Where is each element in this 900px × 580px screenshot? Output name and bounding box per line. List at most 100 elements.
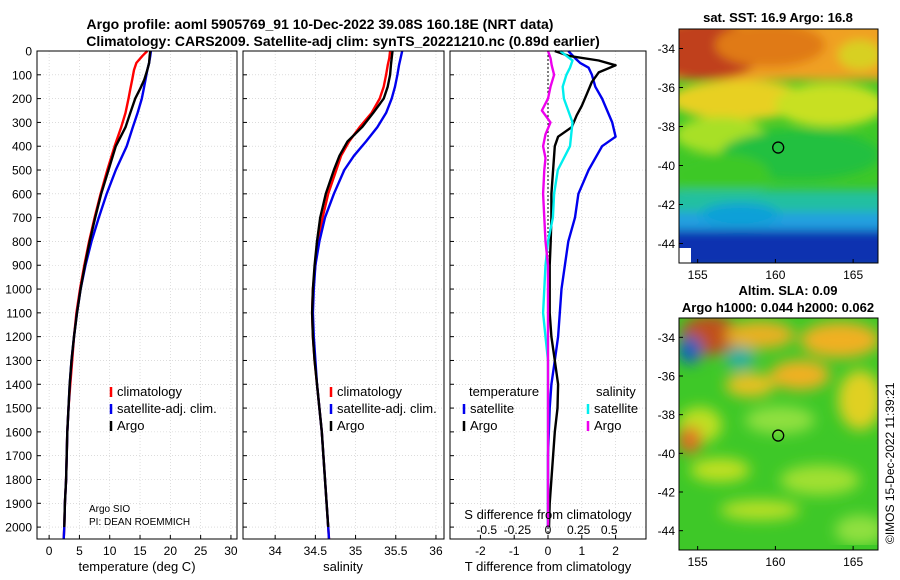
- x-tick-label: 0: [545, 544, 552, 558]
- x-tick-label: 36: [429, 544, 443, 558]
- header-line-1: Argo profile: aoml 5905769_91 10-Dec-202…: [87, 16, 554, 32]
- y-tick-label: 1200: [5, 330, 32, 344]
- map-x-tick-label: 155: [688, 555, 708, 569]
- x-tick-label: 2: [612, 544, 619, 558]
- x-tick-label: 1: [578, 544, 585, 558]
- salinity-series: [310, 50, 404, 540]
- legend-t-satellite-label: satellite: [470, 401, 514, 416]
- sst-yellow-patch-ne: [838, 40, 878, 70]
- temperature-axes-box: [36, 50, 238, 540]
- legend-salinity-title: salinity: [596, 384, 636, 399]
- map-y-tick-label: -40: [658, 447, 676, 461]
- y-tick-label: 500: [12, 164, 32, 178]
- y-tick-label: 700: [12, 211, 32, 225]
- map-y-tick-label: -36: [658, 370, 676, 384]
- map-y-tick-label: -44: [658, 237, 676, 251]
- sla-map-panel: Altim. SLA: 0.09 Argo h1000: 0.044 h2000…: [658, 283, 879, 569]
- salinity-legend: climatology satellite-adj. clim. Argo: [329, 384, 437, 433]
- salinity-axes-box: [242, 50, 445, 540]
- x-tick-label: 10: [103, 544, 117, 558]
- y-tick-label: 300: [12, 116, 32, 130]
- y-tick-label: 2000: [5, 521, 32, 535]
- sla-map-subtitle: Argo h1000: 0.044 h2000: 0.062: [682, 300, 874, 315]
- sst-axes-box: [678, 28, 879, 264]
- y-tick-label: 1500: [5, 402, 32, 416]
- y-tick-label: 900: [12, 259, 32, 273]
- timestamp-copyright: ©IMOS 15-Dec-2022 11:39:21: [883, 382, 897, 544]
- series-line-t-satellite: [546, 50, 617, 528]
- salinity-difference-tick-label: 0.5: [601, 523, 618, 537]
- map-y-tick-label: -38: [658, 120, 676, 134]
- salinity-ticks: 34 34.5 35 35.5 36: [243, 50, 443, 558]
- y-tick-label: 800: [12, 235, 32, 249]
- series-line-argo: [63, 50, 152, 528]
- legend-climatology-label: climatology: [117, 384, 183, 399]
- legend-t-argo-label: Argo: [470, 418, 497, 433]
- x-tick-label: 15: [133, 544, 147, 558]
- y-tick-label: 1100: [6, 306, 32, 320]
- salinity-difference-tick-label: -0.25: [504, 523, 532, 537]
- legend-s-argo-label: Argo: [594, 418, 621, 433]
- sla-orange-w: [679, 426, 702, 454]
- salinity-difference-tick-label: 0.25: [567, 523, 591, 537]
- sst-warm-patch: [715, 29, 825, 67]
- sst-map-field: [679, 29, 878, 263]
- x-tick-label: -1: [509, 544, 520, 558]
- map-y-tick-label: -36: [658, 81, 676, 95]
- map-y-tick-label: -34: [658, 331, 676, 345]
- map-x-tick-label: 160: [765, 268, 785, 282]
- x-tick-label: 34: [268, 544, 282, 558]
- map-y-tick-label: -40: [658, 159, 676, 173]
- sla-yellow-e: [838, 370, 878, 430]
- series-line-s-argo: [540, 50, 556, 528]
- credit-pi: PI: DEAN ROEMMICH: [89, 517, 190, 528]
- sst-blobs: [679, 29, 878, 263]
- sla-yellow-green-sw: [690, 458, 750, 482]
- legend-argo-label: Argo: [337, 418, 364, 433]
- y-tick-label: 1800: [5, 473, 32, 487]
- map-y-tick-label: -42: [658, 486, 676, 500]
- legend-climatology-label: climatology: [337, 384, 403, 399]
- temperature-ticks: 0100200300400500600700800900100011001200…: [5, 45, 238, 559]
- y-tick-label: 1700: [5, 449, 32, 463]
- map-x-tick-label: 165: [843, 555, 863, 569]
- temperature-grid: [37, 50, 237, 539]
- map-y-tick-label: -44: [658, 524, 676, 538]
- sst-cyan-patch: [700, 203, 780, 227]
- x-tick-label: 35.5: [384, 544, 408, 558]
- y-tick-label: 400: [12, 140, 32, 154]
- x-tick-label: 20: [164, 544, 178, 558]
- x-tick-label: 34.5: [304, 544, 328, 558]
- x-tick-label: -2: [475, 544, 486, 558]
- salinity-difference-tick-label: -0.5: [476, 523, 497, 537]
- sla-axes-box: [678, 317, 879, 551]
- sst-map-title: sat. SST: 16.9 Argo: 16.8: [703, 10, 853, 25]
- x-tick-label: 5: [76, 544, 83, 558]
- difference-profile-panel: -2 -1 0 1 2 -0.5 -0.25 0 0.25 0.5 S difference f…: [449, 49, 647, 574]
- salinity-grid: [243, 50, 444, 539]
- sst-yellow-green: [775, 83, 878, 127]
- sla-yellow-mid: [725, 373, 775, 397]
- map-x-tick-label: 165: [843, 268, 863, 282]
- y-tick-label: 100: [12, 68, 32, 82]
- series-line-t-argo: [547, 49, 617, 528]
- sla-yellow-mid2: [770, 360, 830, 390]
- sla-map-field: [679, 318, 878, 550]
- y-tick-label: 200: [12, 92, 32, 106]
- sla-yellow-n: [725, 321, 795, 349]
- x-tick-label: 30: [224, 544, 238, 558]
- header-line-2: Climatology: CARS2009. Satellite-adj cli…: [86, 33, 600, 49]
- legend-satellite-label: satellite-adj. clim.: [337, 401, 437, 416]
- salinity-profile-panel: 34 34.5 35 35.5 36 salinity climatology sate…: [242, 50, 445, 574]
- sst-map-panel: sat. SST: 16.9 Argo: 16.8 155 160 165-: [658, 10, 879, 282]
- difference-legend: temperature satellite Argo salinity sate…: [462, 384, 638, 433]
- sla-yellow-ne: [800, 322, 878, 358]
- temperature-difference-xlabel: T difference from climatology: [465, 559, 632, 574]
- map-x-tick-label: 155: [688, 268, 708, 282]
- y-tick-label: 1900: [5, 497, 32, 511]
- sla-light-green: [745, 406, 815, 434]
- y-tick-label: 1400: [5, 378, 32, 392]
- temperature-xlabel: temperature (deg C): [78, 559, 195, 574]
- sla-teal-1: [725, 346, 755, 370]
